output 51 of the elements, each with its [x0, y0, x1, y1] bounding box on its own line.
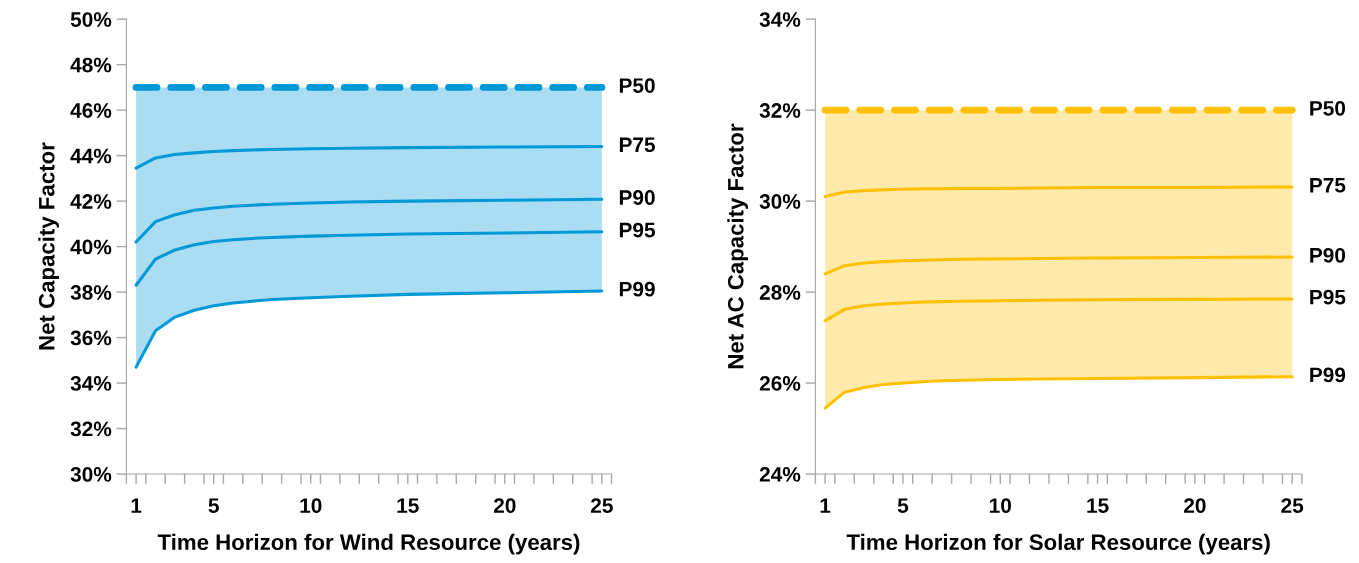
y-tick-label: 28%	[759, 285, 801, 300]
y-tick-label: 26%	[759, 376, 801, 391]
x-tick-label: 10	[300, 498, 322, 513]
series-label: P50	[619, 78, 655, 93]
x-tick-label: 25	[1281, 498, 1304, 513]
y-tick-label: 50%	[70, 12, 112, 27]
y-tick-label: 32%	[70, 421, 112, 437]
x-tick-label: 5	[208, 498, 219, 513]
y-tick-label: 46%	[70, 103, 112, 118]
line-series	[134, 289, 604, 369]
series-label: P90	[1310, 247, 1346, 263]
series-label: P90	[619, 190, 655, 205]
x-tick-label: 5	[897, 498, 909, 513]
y-tick-label: 32%	[759, 103, 801, 118]
x-tick-label: 15	[397, 498, 419, 513]
x-tick-label: 15	[1087, 498, 1109, 513]
y-tick-label: 24%	[759, 467, 801, 482]
line-series	[823, 375, 1294, 410]
y-tick-label: 34%	[759, 12, 801, 27]
x-tick-label: 1	[820, 498, 831, 513]
line-series	[134, 230, 604, 287]
y-tick-label: 42%	[70, 194, 112, 209]
x-axis-title: Time Horizon for Solar Resource (years)	[846, 533, 1270, 555]
series-label: P75	[1310, 178, 1346, 193]
line-series	[134, 144, 604, 170]
y-tick-label: 36%	[70, 330, 112, 346]
x-tick-label: 1	[131, 498, 142, 513]
series-label: P95	[1310, 289, 1346, 305]
x-tick-label: 20	[493, 498, 516, 513]
y-tick-label: 30%	[759, 194, 801, 209]
line-series	[134, 197, 604, 244]
y-tick-label: 48%	[70, 57, 112, 73]
y-tick-label: 40%	[70, 239, 112, 255]
x-axis-title: Time Horizon for Wind Resource (years)	[157, 533, 580, 555]
y-tick-label: 44%	[70, 148, 112, 164]
line-series	[823, 297, 1294, 323]
y-tick-label: 38%	[70, 285, 112, 300]
x-tick-label: 10	[990, 498, 1012, 513]
y-tick-label: 34%	[70, 376, 112, 391]
line-series	[823, 185, 1294, 199]
series-label: P50	[1310, 100, 1346, 116]
series-label: P99	[1310, 367, 1346, 383]
y-axis-title: Net AC Capacity Factor	[727, 123, 749, 369]
series-label: P75	[619, 137, 655, 153]
x-tick-label: 20	[1184, 498, 1206, 513]
x-tick-label: 25	[590, 498, 613, 513]
y-tick-label: 30%	[70, 467, 112, 482]
y-axis-title: Net Capacity Factor	[38, 142, 59, 350]
series-label: P95	[619, 222, 655, 238]
series-label: P99	[619, 281, 655, 297]
line-series	[823, 255, 1294, 276]
